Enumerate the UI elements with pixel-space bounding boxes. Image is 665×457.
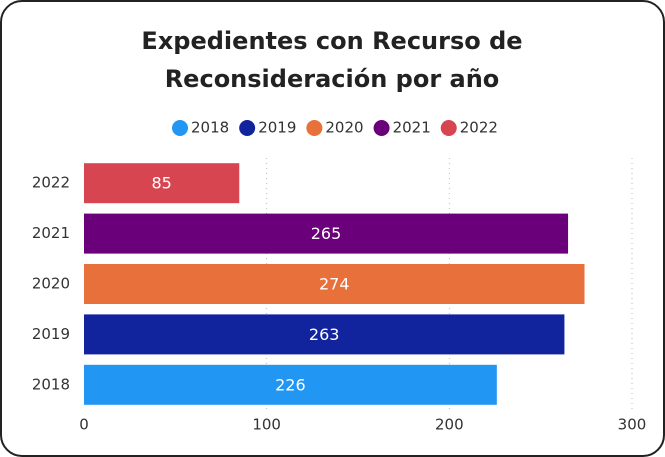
- bar: [84, 163, 240, 204]
- x-tick-label: 0: [79, 416, 89, 434]
- legend-label: 2022: [460, 119, 498, 137]
- legend-swatch: [440, 120, 457, 136]
- data-label: 226: [275, 375, 306, 394]
- data-label: 263: [309, 325, 340, 344]
- legend-label: 2018: [191, 119, 229, 137]
- legend-label: 2019: [258, 119, 296, 137]
- y-tick-label: 2020: [32, 275, 70, 293]
- chart-title: Expedientes con Recurso de Reconsideraci…: [141, 27, 523, 93]
- legend-swatch: [239, 120, 256, 136]
- bar: [84, 213, 569, 254]
- legend-swatch: [306, 120, 323, 136]
- data-label: 265: [311, 224, 342, 243]
- x-tick-label: 200: [435, 416, 464, 434]
- legend-label: 2021: [393, 119, 431, 137]
- bar: [84, 264, 585, 304]
- bar: [84, 314, 565, 355]
- data-label: 85: [151, 174, 171, 193]
- x-tick-label: 100: [252, 416, 281, 434]
- y-tick-label: 2018: [32, 375, 70, 393]
- bar: [84, 364, 497, 405]
- legend-label: 2020: [325, 119, 363, 137]
- legend-swatch: [172, 120, 188, 136]
- y-tick-label: 2022: [32, 174, 70, 192]
- data-label: 274: [319, 275, 350, 294]
- legend-swatch: [373, 120, 390, 136]
- x-tick-label: 300: [618, 416, 647, 434]
- y-tick-label: 2019: [32, 325, 70, 343]
- y-tick-label: 2021: [32, 224, 70, 242]
